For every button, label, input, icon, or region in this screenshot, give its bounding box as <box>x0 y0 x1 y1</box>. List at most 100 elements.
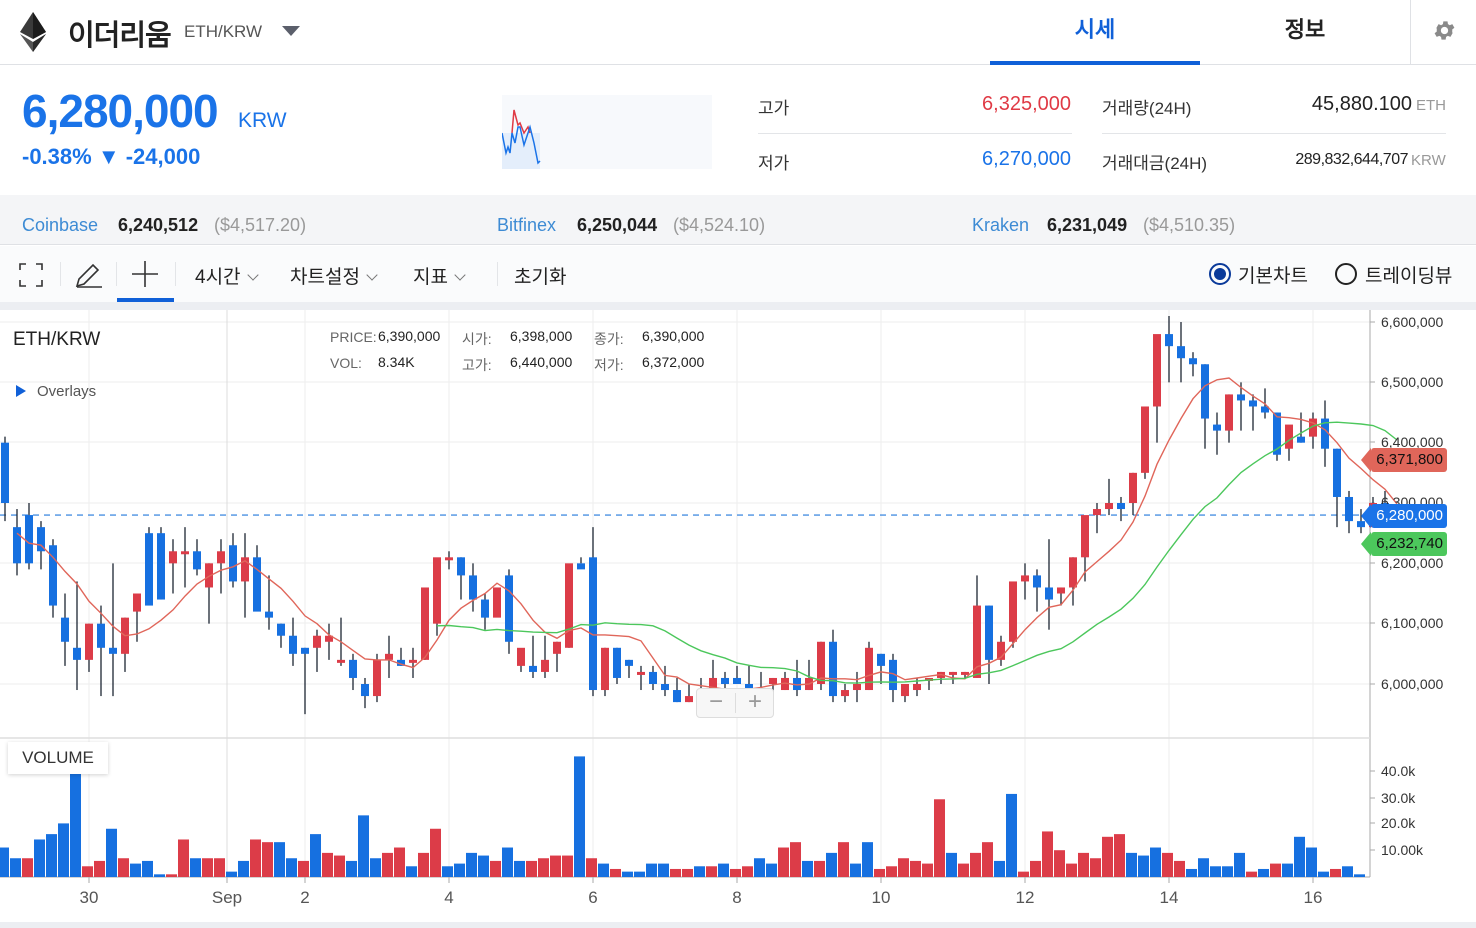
interval-dropdown[interactable]: 4시간 <box>195 262 259 289</box>
ma-short-price-tag: 6,371,800 <box>1361 448 1447 472</box>
zoom-in-button[interactable]: + <box>747 688 762 715</box>
radio-basic-chart[interactable] <box>1209 263 1231 285</box>
x-tick: 30 <box>79 888 99 907</box>
active-tool-indicator <box>117 298 174 302</box>
x-tick: 10 <box>871 888 891 907</box>
interval-label: 4시간 <box>195 267 241 288</box>
y-tick: 6,600,000 <box>1381 314 1444 330</box>
exchange-usd: ($4,524.10) <box>673 215 766 235</box>
volume-24h-label: 거래량(24H) <box>1102 99 1192 118</box>
chevron-down-icon <box>246 269 259 281</box>
exchange-price: 6,240,512 <box>118 215 199 235</box>
low-label: 저가 <box>758 154 790 173</box>
chart-settings-dropdown[interactable]: 차트설정 <box>290 262 378 289</box>
volume-24h-value: 45,880.100 <box>1311 93 1412 115</box>
chevron-down-icon <box>454 269 466 281</box>
y-tick: 6,400,000 <box>1381 434 1444 450</box>
info-price-label: PRICE: <box>330 329 377 345</box>
info-vol-value: 8.34K <box>378 354 415 370</box>
x-tick: Sep <box>211 888 243 907</box>
coin-dropdown-icon[interactable] <box>282 26 300 36</box>
volume-24h-unit: ETH <box>1416 97 1446 114</box>
x-tick: 2 <box>300 888 310 907</box>
divider <box>0 302 1476 310</box>
exchange-usd: ($4,510.35) <box>1143 215 1236 235</box>
exchange-name[interactable]: Kraken <box>972 215 1030 235</box>
radio-basic-label[interactable]: 기본차트 <box>1238 266 1308 287</box>
divider <box>758 133 1072 134</box>
coin-pair: ETH/KRW <box>184 22 263 41</box>
fullscreen-icon[interactable] <box>19 263 43 287</box>
zoom-out-button[interactable]: − <box>708 688 723 715</box>
x-tick: 14 <box>1159 888 1179 907</box>
volume-panel-label: VOLUME <box>8 742 108 774</box>
amount-24h-label: 거래대금(24H) <box>1102 154 1208 173</box>
crosshair-icon[interactable] <box>131 260 159 288</box>
indicators-label: 지표 <box>413 267 448 288</box>
x-tick: 6 <box>588 888 598 907</box>
radio-tradingview-label[interactable]: 트레이딩뷰 <box>1365 266 1453 287</box>
price-unit: KRW <box>238 109 287 132</box>
divider <box>497 262 498 286</box>
exchange-price: 6,250,044 <box>577 215 658 235</box>
volume-tick: 30.0k <box>1381 790 1416 806</box>
header-bar: 이더리움 ETH/KRW 시세 정보 <box>0 0 1476 65</box>
divider <box>175 262 176 286</box>
high-label: 고가 <box>758 99 790 118</box>
divider <box>735 693 736 713</box>
footer-strip <box>0 922 1476 928</box>
exchange-name[interactable]: Bitfinex <box>497 215 557 235</box>
chart-pair-label: ETH/KRW <box>13 329 101 350</box>
amount-24h-value: 289,832,644,707 <box>1295 151 1408 168</box>
y-tick: 6,500,000 <box>1381 374 1444 390</box>
chevron-down-icon <box>366 269 378 281</box>
settings-button[interactable] <box>1410 0 1476 65</box>
candlestick-chart[interactable] <box>0 310 1476 922</box>
info-vol-label: VOL: <box>330 355 362 371</box>
y-tick: 6,100,000 <box>1381 615 1444 631</box>
overlays-label: Overlays <box>37 383 97 400</box>
low-value: 6,270,000 <box>982 148 1071 170</box>
x-tick: 16 <box>1303 888 1323 907</box>
indicators-dropdown[interactable]: 지표 <box>413 262 466 289</box>
y-tick: 6,200,000 <box>1381 555 1444 571</box>
info-price-value: 6,390,000 <box>378 328 441 344</box>
info-open-value: 6,398,000 <box>510 328 573 344</box>
info-high-value: 6,440,000 <box>510 354 573 370</box>
pencil-icon[interactable] <box>73 260 103 290</box>
exchange-usd: ($4,517.20) <box>214 215 307 235</box>
divider <box>60 262 61 286</box>
tab-info[interactable]: 정보 <box>1284 17 1326 42</box>
amount-24h-unit: KRW <box>1411 152 1446 169</box>
exchange-prices-bar: Coinbase 6,240,512 ($4,517.20) Bitfinex … <box>0 195 1476 245</box>
chart-toolbar: 4시간 차트설정 지표 초기화 기본차트 트레이딩뷰 <box>0 246 1476 302</box>
ma-long-price-tag: 6,232,740 <box>1361 532 1447 556</box>
last-price-tag: 6,280,000 <box>1361 504 1447 528</box>
info-high-label: 고가: <box>462 357 492 373</box>
x-tick: 12 <box>1015 888 1035 907</box>
high-value: 6,325,000 <box>982 93 1071 115</box>
divider <box>1102 133 1446 134</box>
volume-tick: 20.0k <box>1381 815 1416 831</box>
tab-sise[interactable]: 시세 <box>990 0 1200 65</box>
exchange-price: 6,231,049 <box>1047 215 1128 235</box>
current-price: 6,280,000 <box>22 85 219 137</box>
overlays-toggle[interactable]: Overlays <box>16 383 96 400</box>
reset-button[interactable]: 초기화 <box>514 267 567 288</box>
zoom-control: − + <box>696 688 774 718</box>
info-low-label: 저가: <box>594 357 624 373</box>
exchange-name[interactable]: Coinbase <box>22 215 99 235</box>
info-close-value: 6,390,000 <box>642 328 705 344</box>
info-open-label: 시가: <box>462 331 492 347</box>
info-close-label: 종가: <box>594 331 624 347</box>
x-tick: 4 <box>444 888 454 907</box>
divider <box>116 262 117 286</box>
volume-tick: 40.0k <box>1381 763 1416 779</box>
radio-tradingview[interactable] <box>1335 263 1357 285</box>
ethereum-icon <box>20 12 46 52</box>
coin-name: 이더리움 <box>68 20 172 52</box>
x-tick: 8 <box>732 888 742 907</box>
y-tick: 6,000,000 <box>1381 676 1444 692</box>
gear-icon <box>1434 21 1455 40</box>
price-change: -0.38% ▼ -24,000 <box>22 144 201 169</box>
